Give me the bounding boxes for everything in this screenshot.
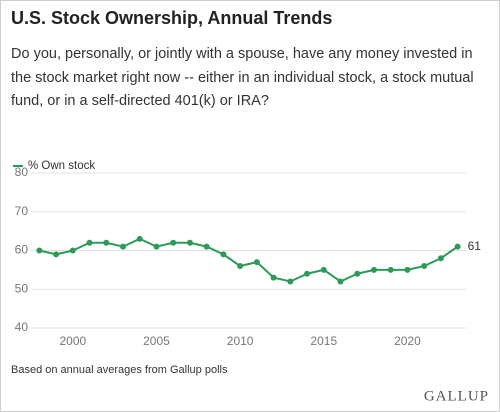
point xyxy=(153,243,160,250)
point xyxy=(337,278,344,285)
point xyxy=(103,239,110,246)
point xyxy=(170,239,177,246)
line xyxy=(39,237,459,283)
x-tick-label: 2020 xyxy=(394,334,421,348)
point xyxy=(287,278,294,285)
point xyxy=(237,263,244,269)
point xyxy=(404,266,411,273)
chart-subtitle: Do you, personally, or jointly with a sp… xyxy=(11,46,474,109)
point xyxy=(421,263,428,269)
point xyxy=(53,251,60,258)
point xyxy=(36,247,43,254)
y-tick-label: 80 xyxy=(15,165,29,179)
point xyxy=(270,274,277,281)
point xyxy=(370,266,377,273)
x-tick-label: 2010 xyxy=(227,334,254,348)
note: Based on annual averages from Gallup pol… xyxy=(11,364,228,376)
y-tick-label: 40 xyxy=(15,320,29,334)
x-tick-label: 2005 xyxy=(143,334,170,348)
point xyxy=(437,255,444,262)
point xyxy=(253,259,260,266)
x-tick-label: 2015 xyxy=(310,334,337,348)
point xyxy=(304,270,311,277)
chart-title: U.S. Stock Ownership, Annual Trends xyxy=(11,8,333,28)
data-label: 61 xyxy=(468,239,482,253)
point xyxy=(186,239,193,246)
y-tick-label: 70 xyxy=(15,204,29,218)
point xyxy=(387,266,394,273)
point xyxy=(320,266,327,273)
point xyxy=(454,243,461,250)
point xyxy=(120,243,127,250)
y-tick-label: 50 xyxy=(15,281,29,295)
point xyxy=(203,243,210,250)
point xyxy=(136,235,143,242)
y-tick-label: 60 xyxy=(15,243,29,257)
point xyxy=(86,239,93,246)
source-logo: GALLUP xyxy=(424,388,489,404)
point xyxy=(69,247,76,254)
point xyxy=(354,270,361,277)
legend-label: % Own stock xyxy=(28,160,95,172)
x-tick-label: 2000 xyxy=(59,334,86,348)
point xyxy=(220,251,227,258)
